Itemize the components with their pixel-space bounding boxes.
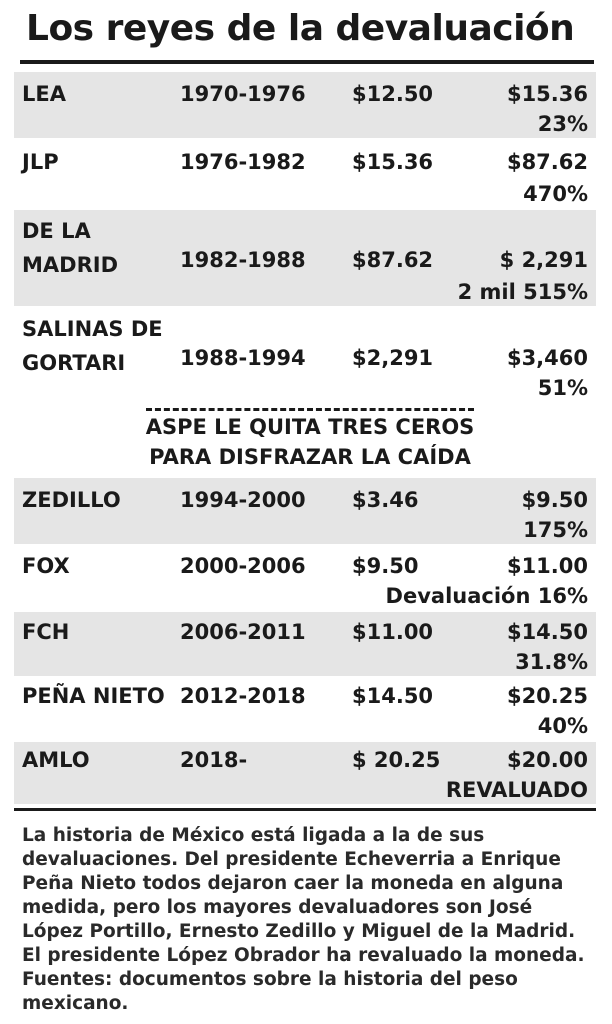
start-value: $12.50 (352, 82, 434, 106)
president-name: FOX (22, 554, 70, 578)
end-value: $11.00 (506, 554, 588, 578)
period: 1994-2000 (180, 488, 306, 512)
table-row: JLP 1976-1982 $15.36 $87.62 470% (14, 140, 596, 208)
table-row: PEÑA NIETO 2012-2018 $14.50 $20.25 40% (14, 678, 596, 740)
table-row: FOX 2000-2006 $9.50 $11.00 Devaluación 1… (14, 546, 596, 610)
president-name: ZEDILLO (22, 488, 121, 512)
table-row: FCH 2006-2011 $11.00 $14.50 31.8% (14, 612, 596, 676)
footnote-body: La historia de México está ligada a la d… (22, 825, 585, 966)
start-value: $2,291 (352, 346, 434, 370)
table-row: ZEDILLO 1994-2000 $3.46 $9.50 175% (14, 478, 596, 544)
period: 1988-1994 (180, 346, 306, 370)
president-name: DE LA MADRID (22, 219, 118, 277)
end-value: $3,460 (506, 346, 588, 370)
end-value: $ 2,291 (499, 248, 588, 272)
period: 2006-2011 (180, 620, 306, 644)
table-row: DE LA MADRID 1982-1988 $87.62 $ 2,291 2 … (14, 210, 596, 306)
president-name: PEÑA NIETO (22, 684, 165, 708)
change-percent: 175% (523, 518, 588, 542)
change-percent: Devaluación 16% (385, 584, 588, 608)
period: 2012-2018 (180, 684, 306, 708)
president-name: FCH (22, 620, 70, 644)
change-percent: 40% (537, 714, 588, 738)
change-percent: 470% (523, 182, 588, 206)
start-value: $9.50 (352, 554, 419, 578)
start-value: $3.46 (352, 488, 419, 512)
end-value: $87.62 (506, 150, 588, 174)
table-row: AMLO 2018- $ 20.25 $20.00 REVALUADO (14, 742, 596, 804)
end-value: $20.25 (506, 684, 588, 708)
chart-title: Los reyes de la devaluación (26, 8, 575, 49)
period: 2000-2006 (180, 554, 306, 578)
start-value: $11.00 (352, 620, 434, 644)
president-name: LEA (22, 82, 66, 106)
period: 1982-1988 (180, 248, 306, 272)
change-percent: REVALUADO (445, 778, 588, 802)
title-rule (20, 60, 594, 64)
end-value: $20.00 (506, 748, 588, 772)
note-line-1: ASPE LE QUITA TRES CEROS (145, 415, 475, 439)
end-value: $14.50 (506, 620, 588, 644)
dashed-divider (146, 408, 474, 411)
start-value: $15.36 (352, 150, 434, 174)
president-name: JLP (22, 150, 59, 174)
change-percent: 51% (537, 376, 588, 400)
president-name: AMLO (22, 748, 90, 772)
period: 2018- (180, 748, 248, 772)
period: 1970-1976 (180, 82, 306, 106)
start-value: $87.62 (352, 248, 434, 272)
footer-rule (14, 808, 596, 811)
start-value: $ 20.25 (352, 748, 441, 772)
footnote-sources: Fuentes: documentos sobre la historia de… (22, 969, 518, 1014)
table-row: SALINAS DE GORTARI 1988-1994 $2,291 $3,4… (14, 308, 596, 400)
end-value: $9.50 (521, 488, 588, 512)
period: 1976-1982 (180, 150, 306, 174)
table-row: LEA 1970-1976 $12.50 $15.36 23% (14, 72, 596, 138)
change-percent: 2 mil 515% (457, 280, 588, 304)
change-percent: 31.8% (515, 650, 588, 674)
note-line-2: PARA DISFRAZAR LA CAÍDA (149, 445, 471, 469)
change-percent: 23% (537, 112, 588, 136)
president-name: SALINAS DE GORTARI (22, 317, 163, 375)
end-value: $15.36 (506, 82, 588, 106)
start-value: $14.50 (352, 684, 434, 708)
footnote: La historia de México está ligada a la d… (22, 824, 594, 1016)
